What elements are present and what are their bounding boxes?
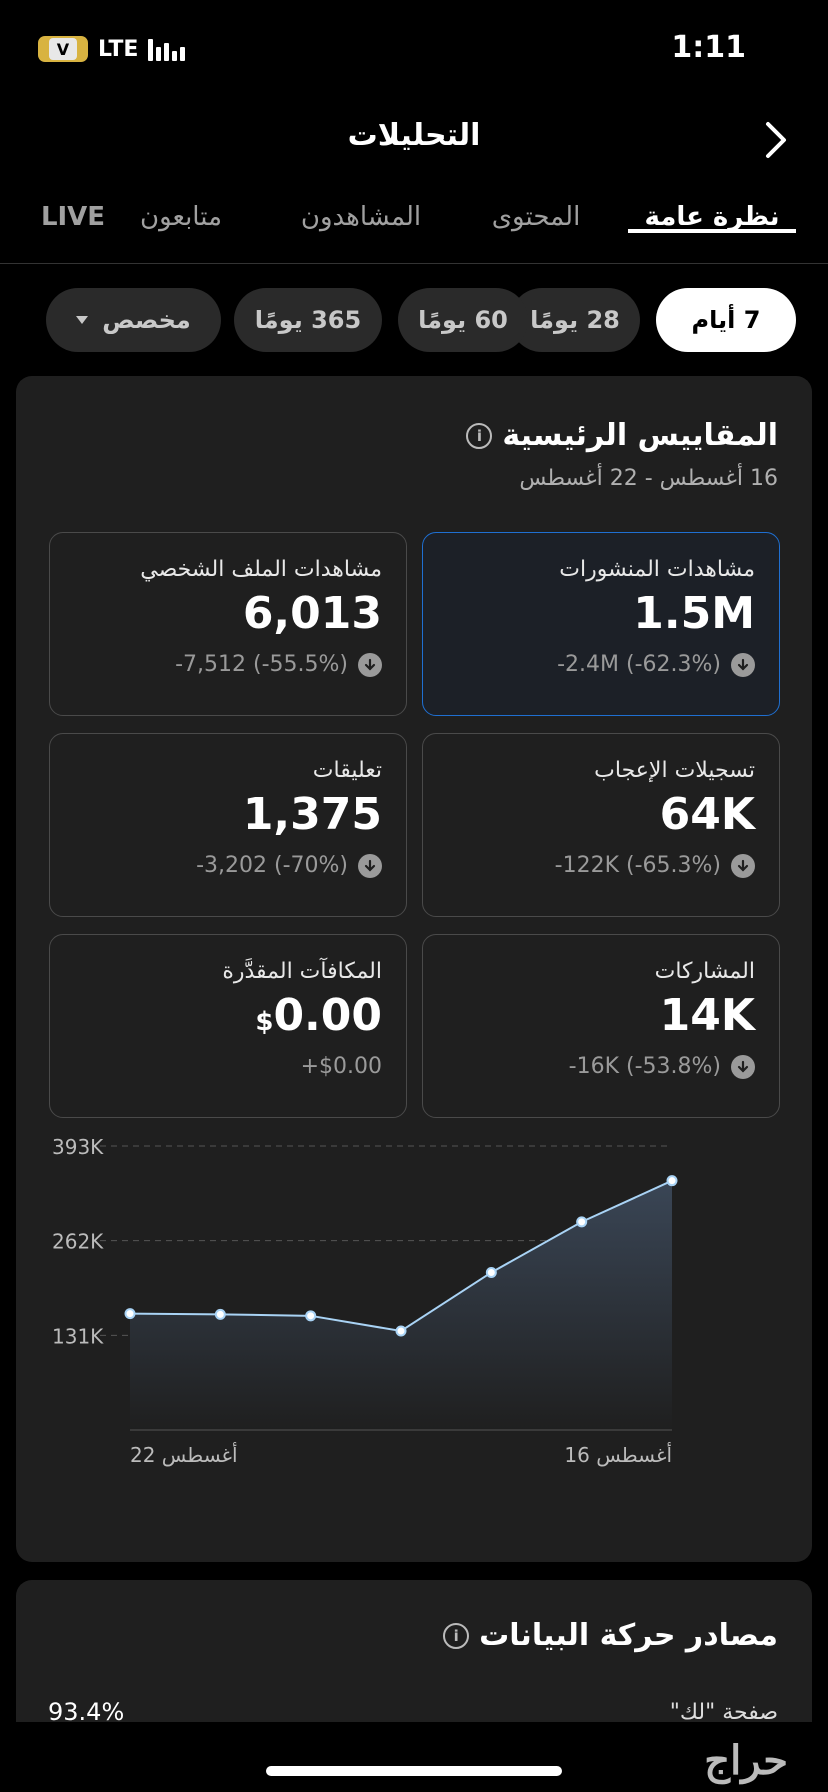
header: التحليلات bbox=[0, 100, 828, 180]
metric-label: مشاهدات الملف الشخصي bbox=[140, 557, 382, 582]
tab-viewers[interactable]: المشاهدون bbox=[300, 202, 422, 232]
metric-tile-profile-views[interactable]: مشاهدات الملف الشخصي 6,013 -7,512 (-55.5… bbox=[49, 532, 407, 716]
data-point[interactable] bbox=[124, 1308, 136, 1320]
network-label: LTE bbox=[98, 36, 139, 62]
y-tick-label: 131K bbox=[52, 1324, 104, 1348]
bottom-bar: حراج bbox=[0, 1722, 828, 1792]
data-point[interactable] bbox=[305, 1310, 317, 1322]
data-point[interactable] bbox=[214, 1308, 226, 1320]
page-title: التحليلات bbox=[347, 118, 481, 153]
watermark-logo: حراج bbox=[704, 1737, 788, 1784]
tab-live[interactable]: LIVE bbox=[40, 202, 106, 232]
metric-value: 6,013 bbox=[242, 588, 382, 639]
metric-change: -2.4M (-62.3%) bbox=[447, 652, 755, 677]
date-range-selector: 7 أيام 28 يومًا 60 يومًا 365 يومًا مخصص bbox=[0, 288, 828, 354]
traffic-source-value: 93.4% bbox=[48, 1698, 125, 1726]
info-icon[interactable]: i bbox=[443, 1622, 470, 1649]
series-area bbox=[130, 1180, 672, 1430]
metric-change: -122K (-65.3%) bbox=[447, 853, 755, 878]
traffic-source-label: صفحة "لك" bbox=[669, 1700, 778, 1725]
arrow-down-icon bbox=[358, 853, 382, 878]
range-7-days-button[interactable]: 7 أيام bbox=[656, 288, 796, 352]
traffic-sources-title: مصادر حركة البيانات bbox=[479, 1618, 778, 1653]
data-point[interactable] bbox=[485, 1266, 497, 1278]
metric-value: 1,375 bbox=[242, 789, 382, 840]
home-indicator[interactable] bbox=[266, 1766, 562, 1776]
arrow-down-icon bbox=[358, 652, 382, 677]
range-60-days-button[interactable]: 60 يومًا bbox=[398, 288, 528, 352]
metric-change-text: +$0.00 bbox=[300, 1054, 382, 1080]
x-tick-label: أغسطس 16 bbox=[564, 1442, 672, 1467]
metric-value: 64K bbox=[659, 789, 755, 840]
metric-value: 14K bbox=[659, 990, 755, 1041]
range-365-days-button[interactable]: 365 يومًا bbox=[234, 288, 382, 352]
metric-tile-estimated-rewards[interactable]: المكافآت المقدَّرة $0.00 +$0.00 bbox=[49, 934, 407, 1118]
back-button[interactable] bbox=[754, 118, 798, 162]
arrow-down-icon bbox=[731, 652, 755, 677]
metric-label: مشاهدات المنشورات bbox=[559, 557, 755, 582]
caret-down-icon bbox=[76, 316, 89, 324]
carrier-label: V bbox=[48, 38, 78, 60]
tab-followers[interactable]: متابعون bbox=[140, 202, 222, 232]
range-custom-label: مخصص bbox=[102, 306, 191, 334]
metric-tile-likes[interactable]: تسجيلات الإعجاب 64K -122K (-65.3%) bbox=[422, 733, 780, 917]
data-point[interactable] bbox=[395, 1325, 407, 1337]
carrier-badge: V bbox=[38, 36, 88, 62]
data-point[interactable] bbox=[576, 1216, 588, 1228]
metric-tile-post-views[interactable]: مشاهدات المنشورات 1.5M -2.4M (-62.3%) bbox=[422, 532, 780, 716]
tab-overview[interactable]: نظرة عامة bbox=[628, 192, 796, 233]
metric-change-text: -16K (-53.8%) bbox=[568, 1054, 721, 1080]
key-metrics-heading: المقاييس الرئيسية i bbox=[466, 418, 778, 453]
metric-change: -16K (-53.8%) bbox=[447, 1054, 755, 1079]
chevron-right-icon bbox=[766, 122, 786, 158]
range-custom-dropdown[interactable]: مخصص bbox=[46, 288, 221, 352]
range-28-days-button[interactable]: 28 يومًا bbox=[510, 288, 640, 352]
metric-change-text: -122K (-65.3%) bbox=[554, 853, 721, 879]
status-time: 1:11 bbox=[671, 30, 746, 65]
key-metrics-card: المقاييس الرئيسية i 16 أغسطس - 22 أغسطس … bbox=[16, 376, 812, 1562]
y-tick-label: 262K bbox=[52, 1230, 104, 1254]
metric-label: تسجيلات الإعجاب bbox=[594, 758, 755, 783]
info-icon[interactable]: i bbox=[466, 422, 493, 449]
status-indicators: V LTE bbox=[38, 36, 186, 62]
metric-change-text: -2.4M (-62.3%) bbox=[557, 652, 721, 678]
metric-change-text: -3,202 (-70%) bbox=[196, 853, 348, 879]
arrow-down-icon bbox=[731, 853, 755, 878]
x-tick-label: أغسطس 22 bbox=[130, 1442, 238, 1467]
post-views-chart: 393K 262K 131K أغسطس 16 أغسطس 22 bbox=[52, 1136, 678, 1467]
signal-icon bbox=[148, 37, 186, 61]
metric-label: تعليقات bbox=[312, 758, 382, 783]
metric-change: +$0.00 bbox=[74, 1054, 382, 1079]
currency-symbol: $ bbox=[255, 1007, 274, 1037]
arrow-down-icon bbox=[731, 1054, 755, 1079]
metric-value: 1.5M bbox=[633, 588, 755, 639]
traffic-sources-heading: مصادر حركة البيانات i bbox=[443, 1618, 778, 1653]
metric-label: المكافآت المقدَّرة bbox=[222, 959, 382, 984]
metric-change: -7,512 (-55.5%) bbox=[74, 652, 382, 677]
metric-change: -3,202 (-70%) bbox=[74, 853, 382, 878]
y-tick-label: 393K bbox=[52, 1136, 104, 1159]
data-point[interactable] bbox=[666, 1175, 678, 1187]
status-bar: V LTE 1:11 bbox=[0, 0, 828, 100]
metric-value: $0.00 bbox=[74, 990, 382, 1041]
metric-change-text: -7,512 (-55.5%) bbox=[175, 652, 348, 678]
metrics-date-range: 16 أغسطس - 22 أغسطس bbox=[519, 466, 778, 491]
metric-tile-comments[interactable]: تعليقات 1,375 -3,202 (-70%) bbox=[49, 733, 407, 917]
metric-value-number: 0.00 bbox=[273, 990, 382, 1041]
key-metrics-title: المقاييس الرئيسية bbox=[502, 418, 778, 453]
metric-label: المشاركات bbox=[654, 959, 755, 984]
tab-bar: نظرة عامة المحتوى المشاهدون متابعون LIVE bbox=[0, 192, 828, 264]
tab-content[interactable]: المحتوى bbox=[491, 202, 581, 232]
metric-tile-shares[interactable]: المشاركات 14K -16K (-53.8%) bbox=[422, 934, 780, 1118]
